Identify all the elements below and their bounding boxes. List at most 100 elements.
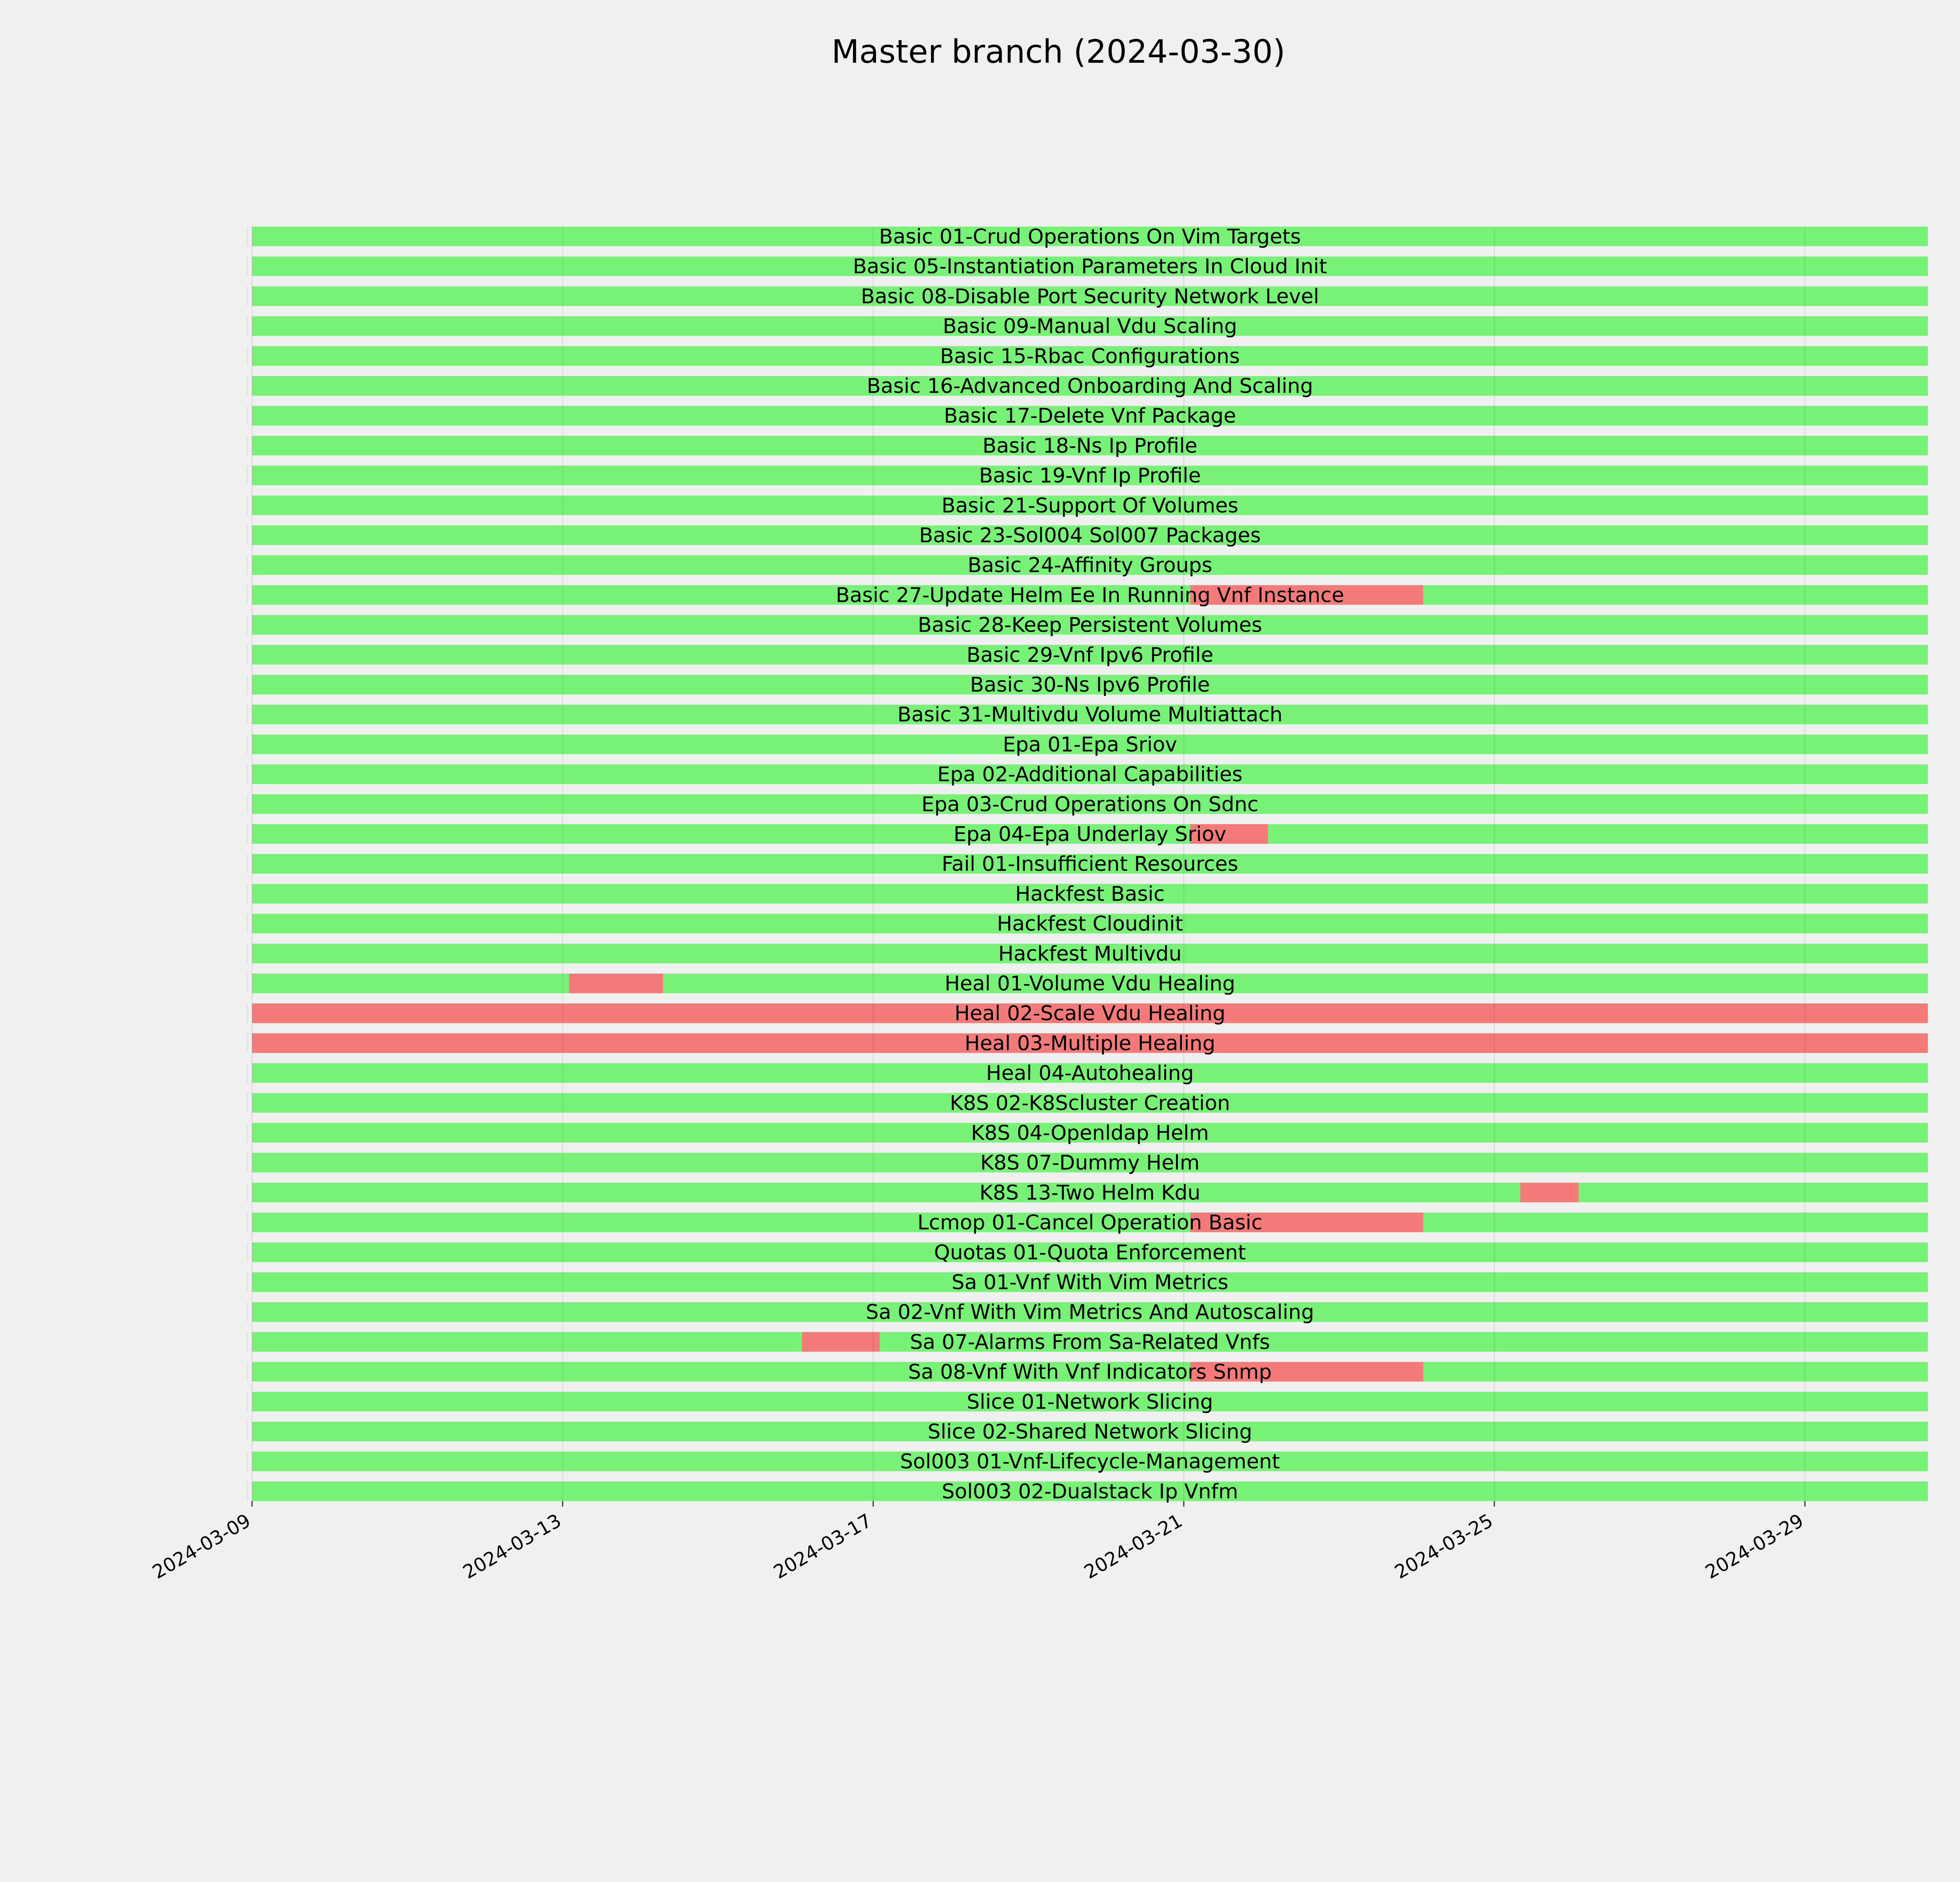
row-label: Basic 28-Keep Persistent Volumes <box>918 614 1262 637</box>
row-start-marker <box>247 734 248 754</box>
chart-title: Master branch (2024-03-30) <box>831 33 1285 71</box>
x-tick-label: 2024-03-13 <box>459 1510 565 1583</box>
pass-bar <box>252 346 1928 366</box>
row-label: Basic 17-Delete Vnf Package <box>944 404 1236 428</box>
x-tick-label: 2024-03-25 <box>1391 1510 1497 1583</box>
row-label: Hackfest Cloudinit <box>997 912 1183 936</box>
row-label: Sol003 02-Dualstack Ip Vnfm <box>942 1480 1238 1503</box>
pass-bar <box>252 794 1928 814</box>
pass-bar <box>252 465 1928 485</box>
pass-bar <box>252 1332 1928 1352</box>
pass-bar <box>252 1392 1928 1412</box>
row-start-marker <box>247 316 248 336</box>
pass-bar <box>252 1093 1928 1113</box>
row-label: Heal 01-Volume Vdu Healing <box>945 972 1236 995</box>
row-label: K8S 04-Openldap Helm <box>971 1121 1209 1145</box>
row-start-marker <box>247 555 248 575</box>
row-start-marker <box>247 1183 248 1203</box>
pass-bar <box>252 1212 1928 1232</box>
row-label: Basic 27-Update Helm Ee In Running Vnf I… <box>836 583 1344 607</box>
x-tick-label: 2024-03-29 <box>1702 1510 1808 1583</box>
row-labels-layer: Basic 01-Crud Operations On Vim Targets B… <box>836 225 1344 1503</box>
row-label: Heal 04-Autohealing <box>986 1062 1194 1085</box>
pass-bar <box>252 705 1928 725</box>
pass-bar <box>252 1451 1928 1471</box>
row-label: Basic 18-Ns Ip Profile <box>982 434 1197 458</box>
fail-bar <box>252 1003 1928 1023</box>
row-start-marker <box>247 794 248 814</box>
row-label: Sa 02-Vnf With Vim Metrics And Autoscali… <box>866 1301 1314 1324</box>
row-label: Heal 03-Multiple Healing <box>965 1032 1216 1055</box>
row-label: Slice 02-Shared Network Slicing <box>927 1420 1252 1444</box>
pass-bar <box>252 316 1928 336</box>
row-start-marker <box>247 884 248 904</box>
grid-layer <box>251 227 1806 1501</box>
pass-bar <box>252 645 1928 665</box>
row-start-marker <box>247 1212 248 1232</box>
row-label: Basic 16-Advanced Onboarding And Scaling <box>867 374 1313 398</box>
row-start-marker <box>247 406 248 426</box>
x-tick-label: 2024-03-17 <box>770 1510 876 1583</box>
pass-bar <box>252 1242 1928 1262</box>
row-start-marker <box>247 1392 248 1412</box>
row-start-marker <box>247 974 248 993</box>
row-start-marker <box>247 227 248 246</box>
row-label: Basic 24-Affinity Groups <box>967 554 1212 577</box>
row-label: Basic 05-Instantiation Parameters In Clo… <box>853 255 1327 278</box>
fail-bar <box>1190 585 1423 605</box>
pass-bar <box>252 1422 1928 1441</box>
row-start-marker <box>247 705 248 725</box>
row-label: Quotas 01-Quota Enforcement <box>934 1241 1246 1264</box>
pass-bar <box>252 256 1928 276</box>
row-start-marker <box>247 1093 248 1113</box>
pass-bar <box>252 376 1928 396</box>
row-start-marker <box>247 824 248 844</box>
pass-bar <box>252 1183 1928 1203</box>
pass-bar <box>252 974 1928 993</box>
pass-bar <box>252 1063 1928 1083</box>
row-label: Heal 02-Scale Vdu Healing <box>955 1002 1225 1025</box>
pass-bar <box>252 1362 1928 1382</box>
pass-bar <box>252 525 1928 545</box>
pass-bar <box>252 615 1928 635</box>
pass-bar <box>252 1123 1928 1143</box>
row-start-marker <box>247 914 248 934</box>
pass-bar <box>252 824 1928 844</box>
row-label: Basic 23-Sol004 Sol007 Packages <box>919 524 1261 547</box>
row-start-marker <box>247 615 248 635</box>
row-label: Hackfest Multivdu <box>998 942 1182 966</box>
bars-layer <box>247 227 1928 1501</box>
pass-bar <box>252 286 1928 306</box>
row-start-marker <box>247 256 248 276</box>
row-label: Epa 03-Crud Operations On Sdnc <box>922 793 1259 816</box>
x-tick-label: 2024-03-09 <box>149 1510 254 1583</box>
row-label: Fail 01-Insufficient Resources <box>942 852 1238 876</box>
row-start-marker <box>247 585 248 605</box>
row-label: Basic 30-Ns Ipv6 Profile <box>970 673 1210 697</box>
fail-bar <box>569 974 663 993</box>
pass-bar <box>252 854 1928 874</box>
row-label: Slice 01-Network Slicing <box>967 1390 1213 1414</box>
row-start-marker <box>247 1063 248 1083</box>
pass-bar <box>252 943 1928 963</box>
row-start-marker <box>247 943 248 963</box>
fail-bar <box>1190 1362 1423 1382</box>
row-start-marker <box>247 675 248 694</box>
row-start-marker <box>247 1123 248 1143</box>
row-label: Basic 19-Vnf Ip Profile <box>979 464 1201 488</box>
pass-bar <box>252 227 1928 246</box>
row-label: K8S 13-Two Helm Kdu <box>980 1181 1201 1204</box>
row-start-marker <box>247 286 248 306</box>
pass-bar <box>252 555 1928 575</box>
row-label: Epa 04-Epa Underlay Sriov <box>954 823 1227 846</box>
row-start-marker <box>247 346 248 366</box>
row-start-marker <box>247 1362 248 1382</box>
row-label: Basic 31-Multivdu Volume Multiattach <box>897 703 1283 727</box>
row-label: Sol003 01-Vnf-Lifecycle-Management <box>900 1450 1280 1473</box>
row-label: Basic 15-Rbac Configurations <box>940 345 1240 368</box>
row-start-marker <box>247 1242 248 1262</box>
row-label: Sa 01-Vnf With Vim Metrics <box>951 1271 1228 1294</box>
x-axis-ticks: 2024-03-09 2024-03-13 2024-03-17 2024-03-21… <box>149 1501 1807 1583</box>
fail-bar <box>1190 1212 1423 1232</box>
